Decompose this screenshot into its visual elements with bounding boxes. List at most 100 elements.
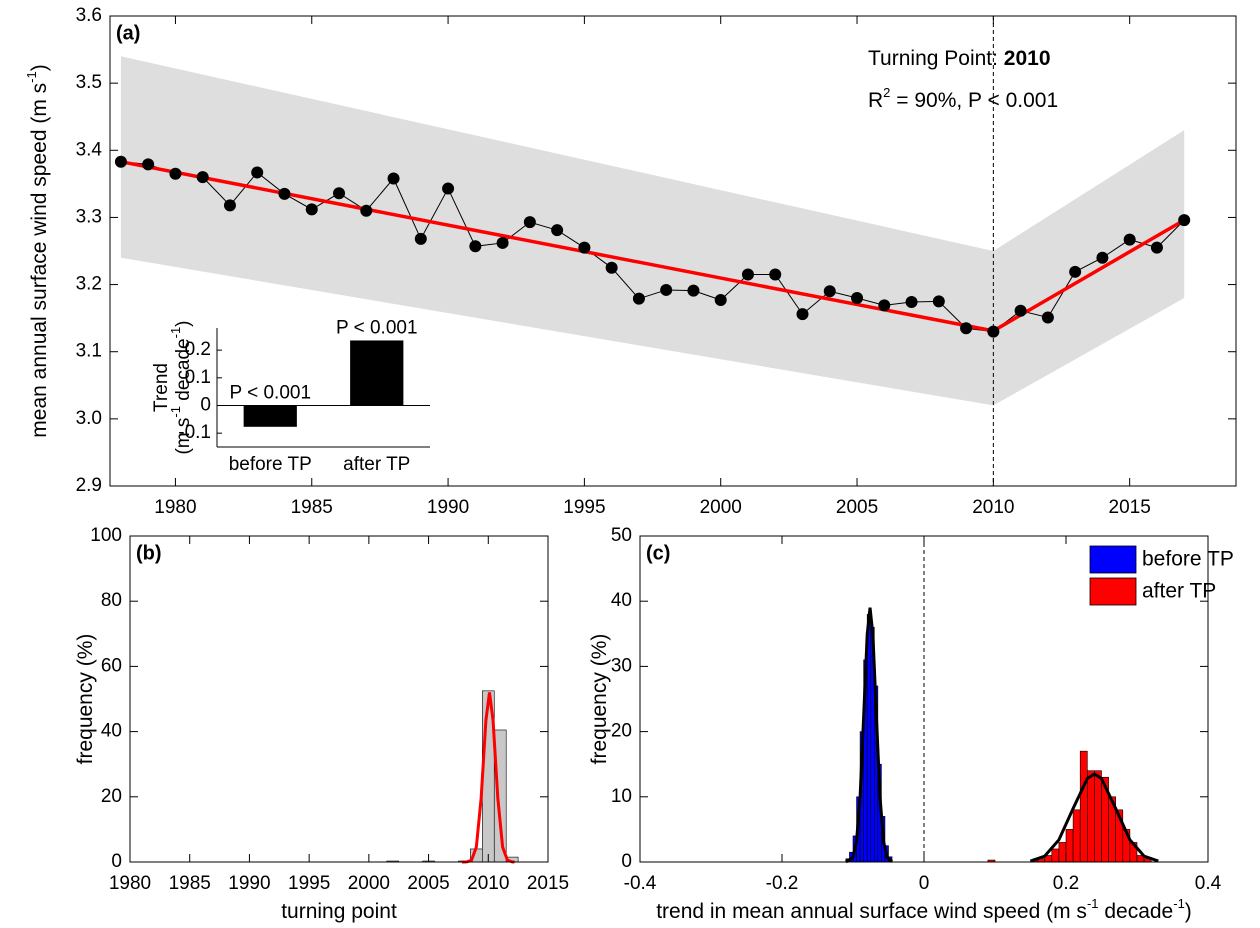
fit-curve [845,607,894,864]
observed-point [251,166,264,179]
superscript: -1 [24,71,39,83]
panel-label: (b) [136,542,162,564]
observed-point [1123,233,1136,246]
y-tick-label: 3.3 [76,206,102,227]
observed-point [1069,265,1082,278]
observed-point [960,322,973,335]
panel-label: (a) [116,22,140,44]
label-part: decade [173,338,194,406]
observed-point [660,283,673,296]
histogram-bar [1058,842,1067,863]
observed-point [1096,251,1109,264]
inset-y-label: Trend [151,363,172,412]
y-tick-label: 3.6 [76,5,102,26]
observed-point [114,155,127,168]
x-tick-label: 1995 [563,497,605,518]
label-part: ) [1185,900,1192,923]
label-part: turning point [281,900,397,923]
fit-curve [461,692,515,864]
inset-y-tick-label: 0.2 [185,339,211,360]
panel-label: (c) [646,542,670,564]
inset-annotation: P < 0.001 [229,383,311,404]
observed-point [551,224,564,237]
observed-point [578,241,591,254]
y-axis-label: mean annual surface wind speed (m s-1) [24,64,51,437]
superscript: -1 [168,327,183,339]
observed-point [796,308,809,321]
inset-x-tick-label: after TP [343,454,410,475]
x-tick-label: 1990 [228,873,270,894]
superscript: -1 [1087,896,1099,911]
x-tick-label: 1990 [427,497,469,518]
x-tick-label: 2015 [1109,497,1151,518]
y-tick-label: 30 [611,655,632,676]
y-axis-label: frequency (%) [74,634,97,765]
x-tick-label: 2005 [407,873,449,894]
observed-point [687,284,700,297]
x-tick-label: 2015 [527,873,569,894]
x-tick-label: 1985 [291,497,333,518]
inset-annotation: P < 0.001 [336,317,418,338]
x-tick-label: 0.2 [1053,873,1079,894]
annotation: Turning Point: 2010 [868,47,1051,70]
histogram-bar [1087,770,1095,863]
observed-point [632,292,645,305]
observed-point [196,171,209,184]
plot-frame [129,535,549,863]
x-tick-label: 0.4 [1195,873,1222,894]
x-tick-label: 1980 [154,497,196,518]
observed-point [1041,311,1054,324]
observed-point [905,296,918,309]
observed-point [223,199,236,212]
histogram-bar [1079,750,1088,863]
y-tick-label: 3.2 [76,274,102,295]
label-part: R [868,89,883,112]
y-tick-label: 0 [621,851,632,872]
x-tick-label: 2010 [467,873,509,894]
observed-point [1178,214,1191,227]
x-tick-label: 1995 [288,873,330,894]
y-tick-label: 20 [611,721,632,742]
observed-point [469,240,482,253]
observed-point [714,294,727,307]
observed-point [496,236,509,249]
y-tick-label: 40 [611,590,632,611]
observed-point [1014,304,1027,317]
x-tick-label: -0.2 [766,873,799,894]
observed-point [769,268,782,281]
legend-swatch [1089,545,1137,574]
label-part: ) [28,64,51,71]
observed-point [523,216,536,229]
y-tick-label: 3.0 [76,408,102,429]
observed-point [442,182,455,195]
histogram-bar [1072,809,1081,863]
fit-curve [1030,772,1159,863]
x-tick-label: 2000 [700,497,742,518]
label-part: frequency (%) [74,634,97,765]
legend-label: before TP [1142,548,1234,571]
x-tick-label: 1985 [169,873,211,894]
label-part: decade [1099,900,1174,923]
x-tick-label: 0 [919,873,930,894]
observed-point [414,232,427,245]
histogram-bar [1065,829,1074,863]
superscript: -1 [1173,896,1185,911]
y-tick-label: 3.5 [76,72,102,93]
observed-point [823,285,836,298]
inset-y-label: (m s-1 decade-1) [168,320,194,454]
inset-y-tick-label: 0.1 [185,367,211,388]
observed-point [605,261,618,274]
x-tick-label: 2005 [836,497,878,518]
y-tick-label: 40 [101,721,122,742]
histogram-bar [1051,848,1060,863]
y-axis-label: frequency (%) [588,634,611,765]
label-part: mean annual surface wind speed (m s [28,83,51,438]
observed-point [741,268,754,281]
ensemble-band [120,56,1185,406]
y-tick-label: 20 [101,786,122,807]
inset-x-tick-label: before TP [229,454,312,475]
x-axis-label: turning point [281,900,397,923]
legend-swatch [1089,577,1137,606]
inset-y-tick-label: 0 [200,395,211,416]
